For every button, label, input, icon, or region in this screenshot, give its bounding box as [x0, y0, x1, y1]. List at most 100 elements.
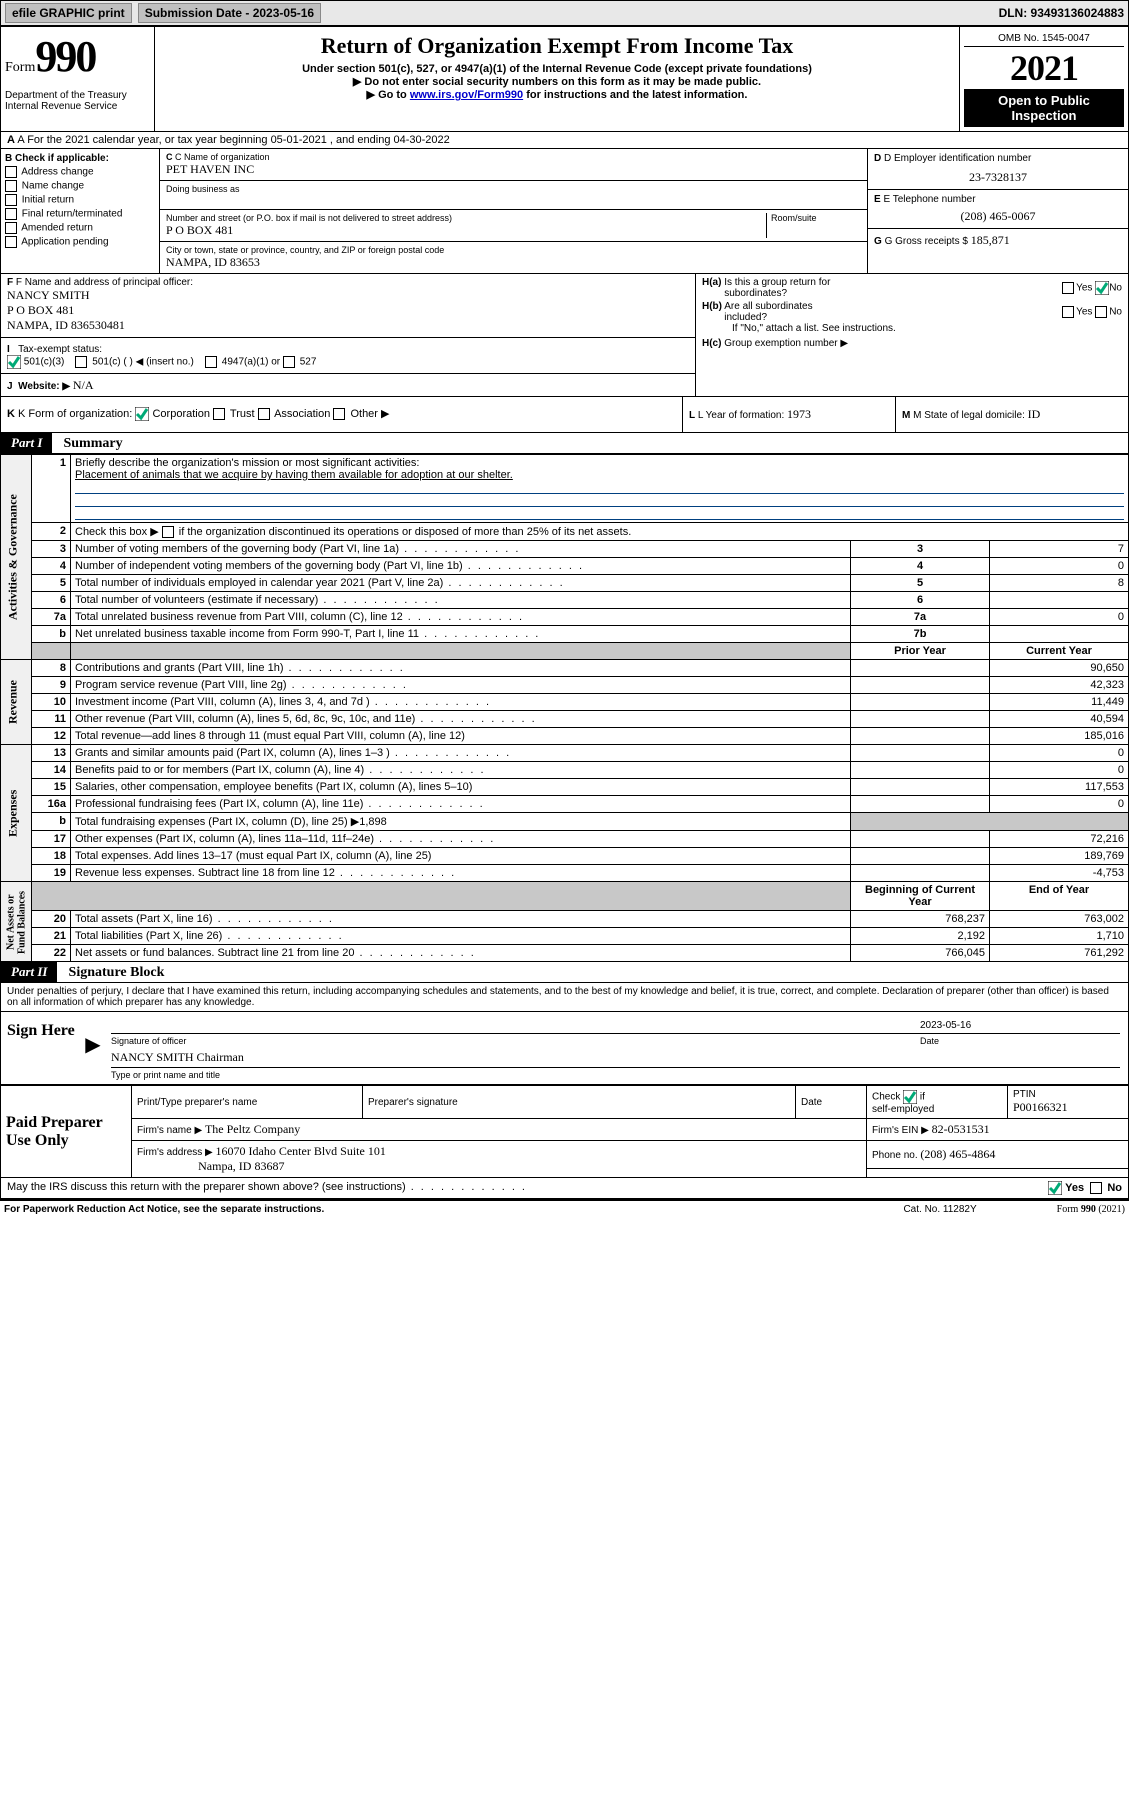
col-c-org-info: C C Name of organization PET HAVEN INC D… — [160, 149, 867, 273]
line-9-prior — [851, 677, 990, 694]
efile-print-button[interactable]: efile GRAPHIC print — [5, 3, 132, 23]
checkbox-501c3-checked[interactable] — [7, 355, 21, 369]
opt-corp: Corporation — [152, 408, 209, 420]
q1-mission: Placement of animals that we acquire by … — [75, 469, 513, 481]
checkbox-trust[interactable] — [213, 408, 225, 420]
line-4-box: 4 — [851, 558, 990, 575]
checkbox-ha-no-checked[interactable] — [1095, 281, 1109, 295]
org-name-label: C Name of organization — [175, 152, 270, 162]
perjury-declaration: Under penalties of perjury, I declare th… — [1, 983, 1128, 1011]
label-no2: No — [1109, 307, 1122, 318]
checkbox-discuss-yes-checked[interactable] — [1048, 1181, 1062, 1195]
line-13-prior — [851, 745, 990, 762]
submission-date-button[interactable]: Submission Date - 2023-05-16 — [138, 3, 321, 23]
goto-pre: ▶ Go to — [367, 89, 410, 101]
line-9-num: 9 — [32, 677, 71, 694]
line-10-text: Investment income (Part VIII, column (A)… — [75, 696, 491, 708]
line-7b-text: Net unrelated business taxable income fr… — [75, 628, 540, 640]
part1-bar: Part I Summary — [0, 433, 1129, 454]
checkbox-assoc[interactable] — [258, 408, 270, 420]
label-initial-return: Initial return — [22, 195, 74, 206]
vtab-revenue: Revenue — [1, 660, 32, 745]
checkbox-initial-return[interactable] — [5, 194, 17, 206]
page-footer: For Paperwork Reduction Act Notice, see … — [0, 1199, 1129, 1218]
section-bcd: B Check if applicable: Address change Na… — [0, 149, 1129, 274]
footer-cat: Cat. No. 11282Y — [903, 1204, 976, 1215]
line-4-text: Number of independent voting members of … — [75, 560, 584, 572]
firm-phone-label: Phone no. — [872, 1150, 918, 1161]
irs-link[interactable]: www.irs.gov/Form990 — [410, 89, 523, 101]
year-formation-label: L Year of formation: — [698, 410, 784, 421]
line-14-curr: 0 — [990, 762, 1129, 779]
mission-line3 — [75, 494, 1124, 507]
checkbox-address-change[interactable] — [5, 166, 17, 178]
line-21-text: Total liabilities (Part X, line 26) — [75, 930, 344, 942]
checkbox-hb-no[interactable] — [1095, 306, 1107, 318]
form-header: Form990 Department of the Treasury Inter… — [0, 26, 1129, 132]
checkbox-corp-checked[interactable] — [135, 407, 149, 421]
line-11-text: Other revenue (Part VIII, column (A), li… — [75, 713, 537, 725]
officer-name: NANCY SMITH — [7, 288, 689, 303]
line-22-end: 761,292 — [990, 945, 1129, 962]
opt-trust: Trust — [230, 408, 255, 420]
paid-preparer-label: Paid Preparer Use Only — [1, 1086, 132, 1178]
line-3-text: Number of voting members of the governin… — [75, 543, 520, 555]
opt-501c3: 501(c)(3) — [24, 357, 65, 368]
col-h-group: H(a) Is this a group return for subordin… — [696, 274, 1128, 396]
phone-label: E Telephone number — [883, 194, 975, 205]
checkbox-amended[interactable] — [5, 222, 17, 234]
line-10-curr: 11,449 — [990, 694, 1129, 711]
opt-527: 527 — [300, 357, 317, 368]
line-2-text: Check this box ▶ if the organization dis… — [71, 523, 1129, 541]
form-subtitle-2: ▶ Do not enter social security numbers o… — [163, 75, 951, 88]
line-16b-shade — [851, 813, 1129, 831]
footer-form-num: 990 — [1081, 1204, 1096, 1215]
form-title: Return of Organization Exempt From Incom… — [163, 33, 951, 59]
omb-number: OMB No. 1545-0047 — [964, 31, 1124, 47]
line-7b-val — [990, 626, 1129, 643]
checkbox-501c[interactable] — [75, 356, 87, 368]
checkbox-final-return[interactable] — [5, 208, 17, 220]
line-5-text: Total number of individuals employed in … — [75, 577, 565, 589]
line-a-tax-year: A A For the 2021 calendar year, or tax y… — [0, 132, 1129, 149]
line-3-num: 3 — [32, 541, 71, 558]
phone-value: (208) 465-0067 — [874, 209, 1122, 224]
checkbox-4947[interactable] — [205, 356, 217, 368]
line-13-curr: 0 — [990, 745, 1129, 762]
checkbox-527[interactable] — [283, 356, 295, 368]
checkbox-self-employed-checked[interactable] — [903, 1090, 917, 1104]
checkbox-other[interactable] — [333, 408, 345, 420]
line-20-beg: 768,237 — [851, 911, 990, 928]
checkbox-discontinued[interactable] — [162, 526, 174, 538]
mission-line2 — [75, 481, 1124, 494]
checkbox-name-change[interactable] — [5, 180, 17, 192]
line-15-num: 15 — [32, 779, 71, 796]
summary-table: Activities & Governance 1 Briefly descri… — [0, 454, 1129, 962]
line-21-beg: 2,192 — [851, 928, 990, 945]
line-7b-box: 7b — [851, 626, 990, 643]
line-19-num: 19 — [32, 865, 71, 882]
line-14-prior — [851, 762, 990, 779]
line-7a-box: 7a — [851, 609, 990, 626]
line-12-num: 12 — [32, 728, 71, 745]
discuss-yes: Yes — [1065, 1182, 1084, 1194]
vtab-governance: Activities & Governance — [1, 455, 32, 660]
form-word: Form — [5, 60, 35, 75]
line-17-text: Other expenses (Part IX, column (A), lin… — [75, 833, 495, 845]
checkbox-discuss-no[interactable] — [1090, 1182, 1102, 1194]
preparer-sig-label: Preparer's signature — [363, 1086, 796, 1119]
line-9-curr: 42,323 — [990, 677, 1129, 694]
line-4-val: 0 — [990, 558, 1129, 575]
officer-label: F Name and address of principal officer: — [16, 277, 193, 288]
discuss-no: No — [1107, 1182, 1122, 1194]
line-15-curr: 117,553 — [990, 779, 1129, 796]
line-a-text: A For the 2021 calendar year, or tax yea… — [17, 134, 449, 146]
line-2-num: 2 — [32, 523, 71, 541]
checkbox-hb-yes[interactable] — [1062, 306, 1074, 318]
opt-assoc: Association — [274, 408, 330, 420]
vtab-expenses: Expenses — [1, 745, 32, 882]
tax-year: 2021 — [964, 47, 1124, 89]
line-6-text: Total number of volunteers (estimate if … — [75, 594, 440, 606]
checkbox-app-pending[interactable] — [5, 236, 17, 248]
checkbox-ha-yes[interactable] — [1062, 282, 1074, 294]
